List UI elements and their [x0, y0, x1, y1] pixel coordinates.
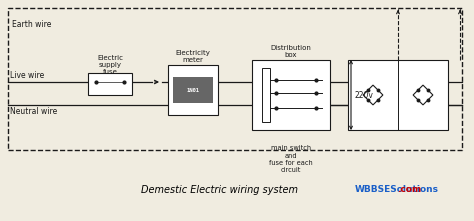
Text: Live wire: Live wire: [10, 71, 44, 80]
Text: Neutral wire: Neutral wire: [10, 107, 57, 116]
Text: Electric
supply
fuse: Electric supply fuse: [97, 55, 123, 75]
Bar: [173, 77, 213, 103]
Bar: [168, 65, 218, 115]
Text: .com: .com: [397, 185, 421, 194]
Text: Electricity
meter: Electricity meter: [175, 50, 210, 63]
Text: 220v: 220v: [355, 91, 374, 99]
Text: 1N01: 1N01: [186, 88, 200, 93]
Text: Earth wire: Earth wire: [12, 20, 51, 29]
Text: Distribution
box: Distribution box: [271, 45, 311, 58]
Text: WBBSESolutions: WBBSESolutions: [355, 185, 439, 194]
Text: main switch
and
fuse for each
circuit: main switch and fuse for each circuit: [269, 145, 313, 173]
Text: Demestic Electric wiring system: Demestic Electric wiring system: [142, 185, 299, 195]
Bar: [348, 60, 448, 130]
Polygon shape: [363, 85, 383, 105]
Polygon shape: [413, 85, 433, 105]
Bar: [8, 8, 462, 150]
Bar: [262, 68, 270, 122]
Bar: [88, 73, 132, 95]
Bar: [252, 60, 330, 130]
